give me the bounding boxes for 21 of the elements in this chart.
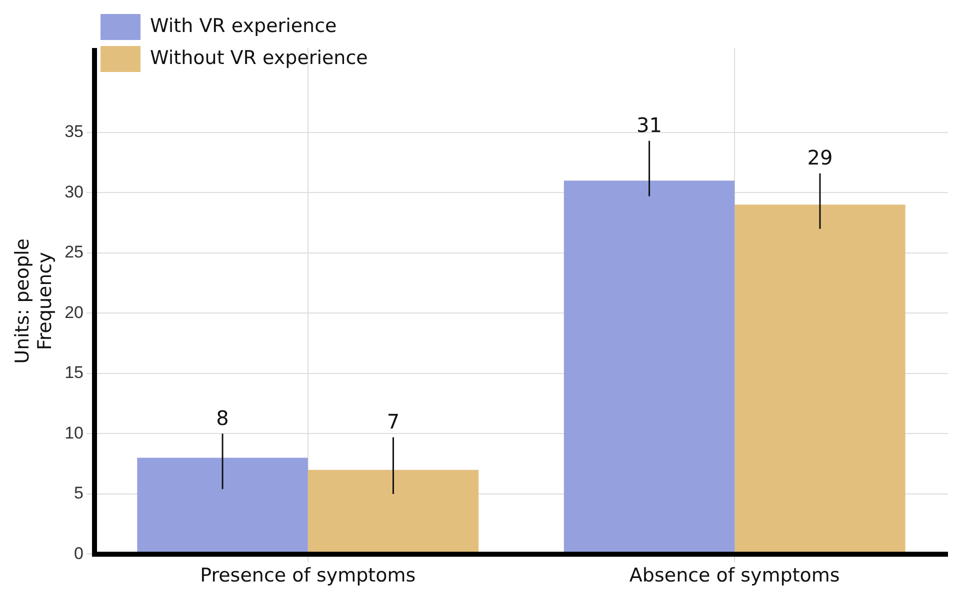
y-tick-label: 35: [64, 122, 84, 142]
y-tick-label: 25: [64, 242, 84, 262]
y-tick-label: 10: [64, 423, 84, 442]
data-label: 29: [807, 146, 833, 170]
legend-label: Without VR experience: [150, 46, 368, 69]
y-tick-label: 20: [64, 302, 84, 322]
y-tick-label: 15: [64, 363, 84, 382]
bar: [137, 458, 308, 554]
x-tick-label: Absence of symptoms: [629, 564, 840, 587]
data-label: 7: [386, 409, 400, 434]
y-axis-title: Units: people Frequency: [11, 238, 56, 364]
data-label: 31: [636, 113, 662, 138]
x-tick-label: Presence of symptoms: [200, 564, 416, 587]
bar: [734, 204, 906, 554]
bar: [564, 180, 735, 554]
data-label: 8: [216, 406, 229, 430]
y-tick-label: 5: [74, 484, 84, 503]
bar: [308, 470, 479, 554]
y-tick-label: 30: [64, 182, 84, 202]
y-tick-label: 0: [74, 544, 84, 563]
legend-label: With VR experience: [150, 14, 337, 37]
